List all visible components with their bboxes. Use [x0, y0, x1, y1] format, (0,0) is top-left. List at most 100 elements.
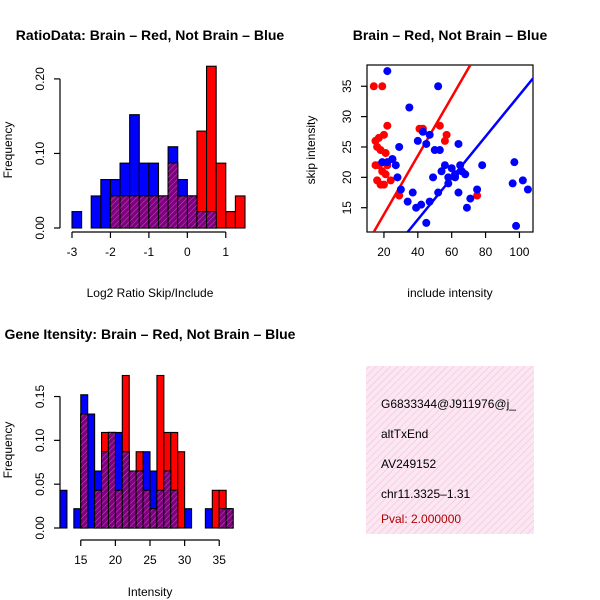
regression-line-blue — [406, 77, 533, 232]
point-not-brain — [425, 197, 434, 206]
bar-not-brain — [90, 195, 102, 229]
y-tick-label: 20 — [340, 170, 354, 184]
ratio-axes: -3 -2 -1 0 1 0.00 0.10 0.20 — [33, 67, 229, 259]
point-brain — [440, 136, 449, 145]
bar-overlap-hatch — [115, 490, 123, 528]
point-not-brain — [523, 185, 532, 194]
point-not-brain — [462, 203, 471, 212]
point-brain — [386, 176, 395, 185]
y-tick-label: 0.05 — [33, 472, 47, 496]
point-not-brain — [422, 218, 431, 227]
point-not-brain — [408, 188, 417, 197]
info-panel: G6833344@J911976@j_ altTxEnd AV249152 ch… — [366, 366, 534, 534]
point-not-brain — [434, 188, 443, 197]
scatter-ylabel: skip intensity — [304, 116, 318, 185]
y-tick-label: 30 — [340, 110, 354, 124]
ratio-title: RatioData: Brain – Red, Not Brain – Blue — [16, 27, 285, 43]
point-not-brain — [473, 185, 482, 194]
point-not-brain — [478, 161, 487, 170]
point-brain — [435, 121, 444, 130]
bar-overlap-hatch — [156, 490, 164, 528]
gene-intensity-histogram: Gene Itensity: Brain – Red, Not Brain – … — [1, 326, 296, 599]
intensity-axes: 15 20 25 30 35 0.00 0.05 0.10 0.15 — [33, 385, 226, 567]
x-tick-label: 20 — [109, 553, 123, 567]
bar-overlap-hatch — [136, 471, 144, 528]
info-pval: Pval: 2.000000 — [381, 512, 461, 526]
info-accession: AV249152 — [381, 457, 436, 471]
bar-overlap-hatch — [108, 432, 116, 528]
point-not-brain — [391, 161, 400, 170]
bar-not-brain — [73, 508, 82, 529]
bar-overlap-hatch — [139, 195, 149, 228]
regression-line-red — [372, 65, 472, 232]
scatter-frame — [366, 64, 534, 233]
y-tick-label: 0.00 — [33, 516, 47, 540]
bar-overlap-hatch — [129, 471, 137, 528]
point-not-brain — [454, 188, 463, 197]
x-tick-label: 60 — [445, 245, 459, 259]
ratio-ylabel: Frequency — [1, 122, 15, 179]
info-event-type: altTxEnd — [381, 427, 428, 441]
point-not-brain — [422, 139, 431, 148]
x-tick-label: 100 — [509, 245, 529, 259]
info-gene-id: G6833344@J911976@j_ — [381, 397, 516, 411]
bar-overlap-hatch — [110, 195, 121, 228]
intensity-title: Gene Itensity: Brain – Red, Not Brain – … — [5, 326, 296, 342]
scatter-points — [369, 65, 533, 232]
x-tick-label: 20 — [377, 245, 391, 259]
ratio-histogram: RatioData: Brain – Red, Not Brain – Blue… — [1, 27, 284, 300]
point-not-brain — [508, 179, 517, 188]
bar-overlap-hatch — [120, 195, 130, 228]
bar-not-brain — [71, 211, 83, 229]
bar-overlap-hatch — [122, 451, 130, 528]
bar-not-brain — [184, 508, 193, 529]
point-not-brain — [396, 185, 405, 194]
y-tick-label: 0.20 — [33, 67, 47, 91]
point-not-brain — [518, 176, 527, 185]
point-brain — [383, 121, 392, 130]
point-brain — [442, 130, 451, 139]
point-not-brain — [413, 136, 422, 145]
bar-brain — [234, 195, 246, 229]
point-not-brain — [425, 130, 434, 139]
bar-not-brain — [59, 489, 68, 529]
x-tick-label: 1 — [222, 245, 229, 259]
bar-overlap-hatch — [187, 195, 197, 228]
point-not-brain — [461, 170, 470, 179]
y-tick-label: 0.10 — [33, 428, 47, 452]
bar-overlap-hatch — [168, 163, 178, 228]
intensity-xlabel: Intensity — [128, 585, 173, 599]
point-not-brain — [447, 164, 456, 173]
intensity-scatter: Brain – Red, Not Brain – Blue 20 40 60 80 10… — [304, 27, 547, 300]
point-not-brain — [395, 142, 404, 151]
bar-overlap-hatch — [170, 490, 178, 528]
intensity-bars — [59, 374, 234, 529]
x-tick-label: 80 — [479, 245, 493, 259]
scatter-xlabel: include intensity — [407, 286, 492, 300]
point-not-brain — [444, 173, 453, 182]
x-tick-label: 40 — [411, 245, 425, 259]
y-tick-label: 0.15 — [33, 385, 47, 409]
point-not-brain — [393, 173, 402, 182]
bar-overlap-hatch — [94, 490, 102, 528]
point-not-brain — [456, 161, 465, 170]
point-not-brain — [378, 158, 387, 167]
x-tick-label: 30 — [178, 553, 192, 567]
point-not-brain — [510, 158, 519, 167]
point-not-brain — [440, 161, 449, 170]
point-brain — [473, 191, 482, 200]
y-tick-label: 25 — [340, 140, 354, 154]
point-brain — [379, 130, 388, 139]
point-not-brain — [437, 167, 446, 176]
bar-overlap-hatch — [206, 211, 217, 228]
ratio-xlabel: Log2 Ratio Skip/Include — [87, 286, 214, 300]
point-brain — [381, 170, 390, 179]
x-tick-label: 25 — [143, 553, 157, 567]
scatter-title: Brain – Red, Not Brain – Blue — [353, 27, 548, 43]
bar-brain — [225, 211, 236, 229]
bar-overlap-hatch — [163, 471, 171, 528]
point-not-brain — [451, 173, 460, 182]
y-tick-label: 0.10 — [33, 141, 47, 165]
point-not-brain — [512, 221, 521, 230]
